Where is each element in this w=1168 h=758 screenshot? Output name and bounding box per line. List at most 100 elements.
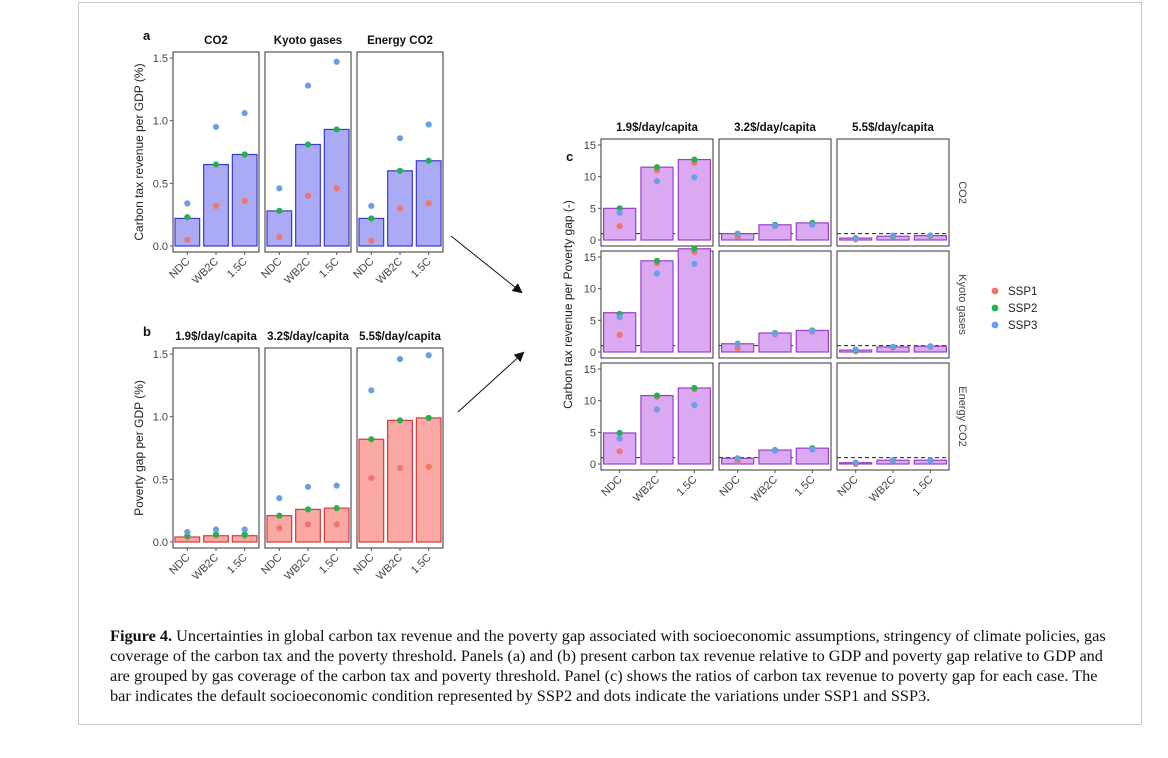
figure-border [78,2,1142,725]
panel-a-facet-1-point-SSP3-NDC [276,185,283,192]
panel-b-facet-0-point-SSP3-WB2C [212,526,220,533]
panel-a-facet-2-xtick-label-NDC: NDC [351,256,376,281]
panel-c-cell-2-2-xtick-label-NDC: NDC [835,474,860,499]
panel-c-cell-0-0-point-SSP3-NDC [616,209,623,216]
legend-marker-SSP3 [991,321,999,329]
panel-a-facet-2-point-SSP1-1.5C [425,200,432,207]
panel-c-cell-1-1-point-SSP1-NDC [734,345,741,352]
panel-b-facet-1-point-SSP2-NDC [276,512,283,519]
panel-c-cell-2-1-point-SSP3-WB2C [771,447,779,454]
panel-a-facet-1-point-SSP2-NDC [276,207,283,215]
legend-label-SSP2: SSP2 [1008,303,1037,315]
panel-c-column-title-1: 3.2$/day/capita [734,122,816,134]
panel-a-ytick-label-0.0: 0.0 [153,241,168,253]
panel-c-row-0-ytick-label-15: 15 [584,140,596,152]
panel-c-cell-2-0-point-SSP2-1.5C [691,384,698,392]
panel-c-row-1-ytick-label-15: 15 [584,252,596,264]
panel-b-facet-2-point-SSP2-WB2C [396,417,404,424]
panel-a-facet-0-point-SSP2-1.5C [241,151,248,158]
panel-a-facet-2-point-SSP2-NDC [368,215,375,222]
panel-c-cell-1-2-point-SSP3-NDC [852,346,859,353]
panel-c-cell-2-0-point-SSP3-WB2C [653,406,661,413]
panel-c-cell-2-1-xtick-label-1.5C: 1.5C [793,474,818,499]
panel-b-facet-1-xtick-label-1.5C: 1.5C [317,552,342,577]
panel-a-facet-0-point-SSP1-1.5C [241,197,248,204]
panel-c-cell-0-2-frame [836,138,950,247]
panel-c-cell-0-1-point-SSP3-WB2C [771,222,779,230]
panel-c-cell-2-1-point-SSP3-1.5C [809,446,816,453]
panel-c-row-0-ytick-label-5: 5 [590,203,596,215]
panel-c-cell-2-2-point-SSP3-NDC [852,459,859,466]
panel-b-facet-1-point-SSP2-WB2C [304,506,312,513]
panel-a-facet-1-point-SSP1-NDC [276,234,283,241]
panel-c-row-2-ytick-label-0: 0 [590,459,596,471]
panel-c-cell-2-0-xtick-label-NDC: NDC [599,474,624,499]
panel-c-cell-2-1-xtick-label-NDC: NDC [717,474,742,499]
arrow-b-to-c [457,351,525,413]
panel-a-facet-0-point-SSP2-WB2C [212,161,220,168]
legend: SSP1 SSP2 SSP3 [991,286,1037,332]
panel-c-cell-1-0-point-SSP3-WB2C [653,270,661,277]
panel-b-facet-2-point-SSP3-1.5C [425,352,432,359]
panel-a-facet-1-xtick-label-WB2C: WB2C [282,256,313,287]
panel-b-facet-1-point-SSP1-WB2C [304,521,312,528]
legend-label-SSP1: SSP1 [1008,286,1037,298]
panel-a-facet-2-point-SSP2-1.5C [425,157,432,164]
panel-a-facet-title-2: Energy CO2 [367,35,433,47]
panel-c-cell-0-0-point-SSP3-WB2C [653,178,661,185]
panel-c-cell-1-2-frame [836,250,950,359]
panel-c-cell-1-0-point-SSP2-1.5C [691,245,698,252]
legend-marker-SSP2 [991,304,999,312]
panel-a-facet-2-point-SSP2-WB2C [396,167,404,174]
panel-c-row-title-1: Kyoto gases [956,274,968,335]
panel-c-row-0-ytick-label-0: 0 [590,235,596,247]
legend-marker-SSP1 [991,287,999,295]
panel-b-facet-title-2: 5.5$/day/capita [359,331,441,343]
panel-a-facet-0-xtick-label-1.5C: 1.5C [225,256,250,281]
panel-b-facet-1-point-SSP3-WB2C [304,483,312,490]
panel-b-facet-1-point-SSP1-NDC [276,525,283,532]
panel-b-facet-2-bar-WB2C [387,419,413,543]
panel-c-row-1-ytick-label-0: 0 [590,347,596,359]
panel-c-row-0-ytick-label-10: 10 [584,172,596,184]
panel-a-facet-2-point-SSP3-NDC [368,202,375,209]
arrow-a-to-c [450,235,523,294]
panel-a-facet-0-point-SSP3-NDC [184,200,191,207]
panel-c-cell-0-0-bar-1.5C [677,158,711,241]
panel-c-cell-2-0-point-SSP1-NDC [616,448,623,455]
panel-a-facet-1-point-SSP2-WB2C [304,141,312,148]
panel-c-cell-1-2-point-SSP3-WB2C [889,343,897,351]
panel-c-cell-0-2-point-SSP3-NDC [852,235,859,242]
panel-a-ytick-label-0.5: 0.5 [153,178,168,190]
panel-c-cell-2-1-point-SSP3-NDC [734,455,741,462]
panel-b-ytick-label-1.5: 1.5 [153,349,168,361]
panel-c-column-title-0: 1.9$/day/capita [616,122,698,134]
panel-c-cell-1-1-point-SSP3-NDC [734,340,741,347]
panel-c-cell-1-0-point-SSP2-WB2C [653,257,661,264]
panel-b-facet-1-point-SSP3-1.5C [333,482,340,489]
panel-c-cell-1-1-point-SSP3-WB2C [771,330,779,337]
panel-a-facet-2-point-SSP1-NDC [368,237,375,245]
panel-c-cell-0-0-point-SSP2-WB2C [653,164,661,171]
panel-c-cell-2-2-xtick-label-WB2C: WB2C [867,474,898,505]
panel-a-facet-0-point-SSP3-WB2C [212,123,220,131]
panel-b-facet-2-point-SSP2-1.5C [425,414,432,422]
panel-c-cell-0-0-point-SSP3-1.5C [691,174,698,181]
panel-b-facet-1-point-SSP3-NDC [276,495,283,502]
legend-label-SSP3: SSP3 [1008,320,1037,332]
panel-b-facet-0-point-SSP3-1.5C [241,526,248,533]
panel-c-cell-2-0-point-SSP3-1.5C [691,402,698,409]
panel-b-facet-2-point-SSP1-NDC [368,474,375,482]
panel-a-facet-1-xtick-label-1.5C: 1.5C [317,256,342,281]
panel-a-facet-1-xtick-label-NDC: NDC [259,256,284,281]
panel-c-cell-0-0-point-SSP2-NDC [616,205,623,212]
panel-b-ytick-label-1.0: 1.0 [153,412,168,424]
panel-b-facet-1-bar-NDC [266,515,293,543]
panel-b-facet-0-xtick-label-NDC: NDC [167,552,192,577]
panel-c-cell-2-0-xtick-label-WB2C: WB2C [631,474,662,505]
panel-b-facet-2-point-SSP2-NDC [368,436,375,443]
panel-a-facet-2-xtick-label-WB2C: WB2C [374,256,405,287]
panel-b-facet-2-point-SSP3-NDC [368,387,375,394]
